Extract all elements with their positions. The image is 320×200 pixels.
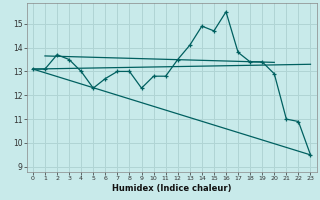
X-axis label: Humidex (Indice chaleur): Humidex (Indice chaleur): [112, 184, 231, 193]
